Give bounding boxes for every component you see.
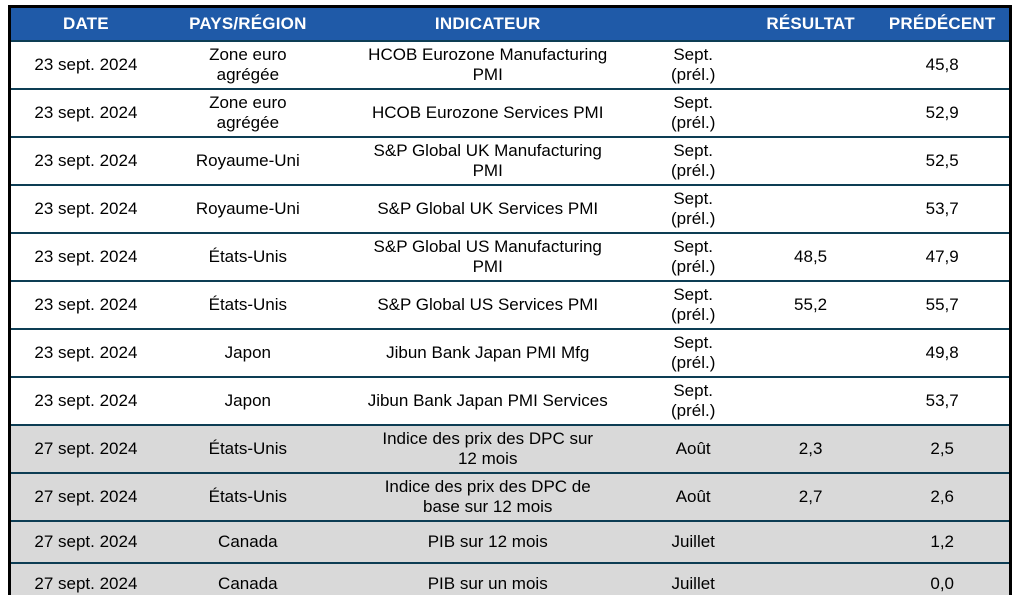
cell-result (745, 40, 876, 88)
cell-date: 27 sept. 2024 (11, 520, 161, 562)
cell-period: Juillet (640, 520, 746, 562)
cell-region: Japon (160, 376, 335, 424)
cell-previous: 2,6 (875, 472, 1009, 520)
cell-indicator: PIB sur 12 mois (334, 520, 641, 562)
cell-period: Sept. (prél.) (640, 376, 746, 424)
cell-region: États-Unis (160, 280, 335, 328)
header-row: DATE PAYS/RÉGION INDICATEUR RÉSULTAT PRÉ… (11, 8, 1009, 40)
cell-result: 48,5 (745, 232, 876, 280)
table-row: 27 sept. 2024 États-Unis Indice des prix d… (11, 424, 1009, 472)
table-body: 23 sept. 2024 Zone euro agrégée HCOB Euroz… (11, 40, 1009, 595)
cell-date: 27 sept. 2024 (11, 424, 161, 472)
cell-date: 23 sept. 2024 (11, 280, 161, 328)
header-region: PAYS/RÉGION (160, 8, 335, 40)
economic-calendar-table: DATE PAYS/RÉGION INDICATEUR RÉSULTAT PRÉ… (8, 5, 1012, 595)
cell-result (745, 136, 876, 184)
cell-date: 23 sept. 2024 (11, 376, 161, 424)
cell-indicator: HCOB Eurozone Manufacturing PMI (334, 40, 641, 88)
cell-indicator: S&P Global UK Services PMI (334, 184, 641, 232)
table-header: DATE PAYS/RÉGION INDICATEUR RÉSULTAT PRÉ… (11, 8, 1009, 40)
header-date: DATE (11, 8, 161, 40)
cell-indicator: Indice des prix des DPC de base sur 12 m… (334, 472, 641, 520)
cell-previous: 1,2 (875, 520, 1009, 562)
cell-date: 23 sept. 2024 (11, 88, 161, 136)
table-row: 23 sept. 2024 États-Unis S&P Global US Ser… (11, 280, 1009, 328)
cell-region: États-Unis (160, 424, 335, 472)
cell-result (745, 562, 876, 595)
table-row: 27 sept. 2024 Canada PIB sur 12 mois Juille… (11, 520, 1009, 562)
cell-region: Zone euro agrégée (160, 40, 335, 88)
cell-region: Royaume-Uni (160, 136, 335, 184)
cell-date: 23 sept. 2024 (11, 328, 161, 376)
table-row: 23 sept. 2024 Royaume-Uni S&P Global UK Se… (11, 184, 1009, 232)
cell-period: Sept. (prél.) (640, 232, 746, 280)
cell-indicator: S&P Global UK Manufacturing PMI (334, 136, 641, 184)
cell-indicator: S&P Global US Services PMI (334, 280, 641, 328)
cell-result: 2,3 (745, 424, 876, 472)
cell-date: 27 sept. 2024 (11, 472, 161, 520)
cell-result (745, 376, 876, 424)
cell-period: Sept. (prél.) (640, 40, 746, 88)
table-row: 23 sept. 2024 Japon Jibun Bank Japan PMI M… (11, 328, 1009, 376)
cell-region: Royaume-Uni (160, 184, 335, 232)
cell-previous: 0,0 (875, 562, 1009, 595)
header-period (640, 8, 746, 40)
cell-previous: 47,9 (875, 232, 1009, 280)
cell-region: Canada (160, 562, 335, 595)
cell-region: États-Unis (160, 472, 335, 520)
cell-date: 23 sept. 2024 (11, 136, 161, 184)
cell-previous: 49,8 (875, 328, 1009, 376)
cell-previous: 55,7 (875, 280, 1009, 328)
cell-result (745, 88, 876, 136)
cell-region: Canada (160, 520, 335, 562)
cell-region: Zone euro agrégée (160, 88, 335, 136)
economic-calendar-table-wrap: DATE PAYS/RÉGION INDICATEUR RÉSULTAT PRÉ… (8, 5, 1012, 595)
cell-period: Juillet (640, 562, 746, 595)
cell-region: États-Unis (160, 232, 335, 280)
table-row: 23 sept. 2024 Japon Jibun Bank Japan PMI S… (11, 376, 1009, 424)
cell-period: Sept. (prél.) (640, 328, 746, 376)
table-row: 27 sept. 2024 États-Unis Indice des prix d… (11, 472, 1009, 520)
cell-date: 23 sept. 2024 (11, 184, 161, 232)
cell-previous: 52,9 (875, 88, 1009, 136)
cell-previous: 2,5 (875, 424, 1009, 472)
cell-previous: 53,7 (875, 376, 1009, 424)
cell-region: Japon (160, 328, 335, 376)
cell-indicator: Jibun Bank Japan PMI Mfg (334, 328, 641, 376)
cell-result: 55,2 (745, 280, 876, 328)
cell-previous: 45,8 (875, 40, 1009, 88)
cell-indicator: PIB sur un mois (334, 562, 641, 595)
cell-period: Sept. (prél.) (640, 136, 746, 184)
cell-result (745, 184, 876, 232)
cell-result: 2,7 (745, 472, 876, 520)
header-previous: PRÉDÉCENT (875, 8, 1009, 40)
cell-period: Août (640, 424, 746, 472)
cell-period: Août (640, 472, 746, 520)
cell-previous: 52,5 (875, 136, 1009, 184)
table-row: 23 sept. 2024 États-Unis S&P Global US Man… (11, 232, 1009, 280)
cell-period: Sept. (prél.) (640, 280, 746, 328)
table-row: 23 sept. 2024 Zone euro agrégée HCOB Euroz… (11, 40, 1009, 88)
cell-previous: 53,7 (875, 184, 1009, 232)
cell-date: 23 sept. 2024 (11, 40, 161, 88)
cell-period: Sept. (prél.) (640, 184, 746, 232)
cell-indicator: HCOB Eurozone Services PMI (334, 88, 641, 136)
table-row: 23 sept. 2024 Zone euro agrégée HCOB Euroz… (11, 88, 1009, 136)
cell-result (745, 328, 876, 376)
table-row: 27 sept. 2024 Canada PIB sur un mois Juille… (11, 562, 1009, 595)
cell-date: 27 sept. 2024 (11, 562, 161, 595)
table-row: 23 sept. 2024 Royaume-Uni S&P Global UK Ma… (11, 136, 1009, 184)
cell-indicator: S&P Global US Manufacturing PMI (334, 232, 641, 280)
header-indicator: INDICATEUR (334, 8, 641, 40)
cell-indicator: Jibun Bank Japan PMI Services (334, 376, 641, 424)
cell-indicator: Indice des prix des DPC sur 12 mois (334, 424, 641, 472)
cell-date: 23 sept. 2024 (11, 232, 161, 280)
cell-result (745, 520, 876, 562)
cell-period: Sept. (prél.) (640, 88, 746, 136)
header-result: RÉSULTAT (745, 8, 876, 40)
